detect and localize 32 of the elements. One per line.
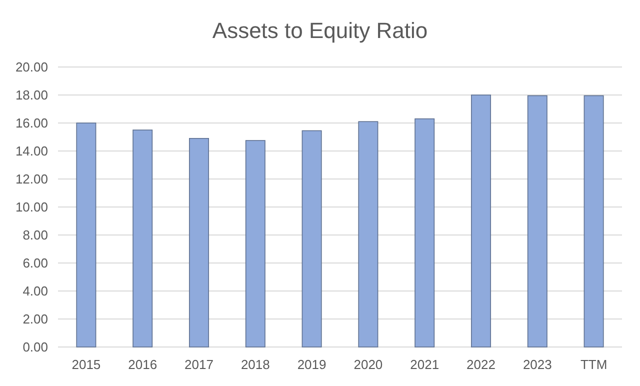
- x-tick-label: 2015: [72, 357, 101, 372]
- bar: [132, 130, 153, 348]
- x-tick-label: 2021: [410, 357, 440, 372]
- bar: [527, 95, 548, 348]
- x-tick-label: 2019: [297, 357, 326, 372]
- bar: [76, 122, 96, 348]
- y-tick-label: 2.00: [22, 312, 48, 327]
- y-tick-label: 10.00: [15, 200, 48, 215]
- y-tick-label: 12.00: [15, 172, 48, 187]
- x-tick-label: 2018: [240, 357, 270, 372]
- y-tick-label: 16.00: [15, 116, 48, 131]
- y-tick-label: 4.00: [22, 284, 48, 299]
- bar: [358, 121, 378, 348]
- y-tick-label: 6.00: [22, 256, 48, 271]
- x-tick-label: 2023: [522, 357, 552, 372]
- chart-title: Assets to Equity Ratio: [212, 18, 428, 43]
- y-tick-label: 14.00: [15, 144, 48, 159]
- y-tick-label: 0.00: [22, 340, 48, 355]
- x-tick-label: 2020: [354, 357, 383, 372]
- bar: [471, 94, 491, 348]
- x-tick-label: TTM: [580, 357, 608, 372]
- x-tick-label: 2016: [128, 357, 158, 372]
- y-tick-label: 18.00: [15, 88, 48, 103]
- bar: [414, 118, 435, 348]
- bar: [584, 95, 604, 348]
- x-tick-label: 2017: [184, 357, 214, 372]
- x-tick-label: 2022: [466, 357, 496, 372]
- bar: [245, 140, 266, 348]
- bar: [189, 138, 209, 348]
- y-tick-label: 20.00: [15, 60, 48, 75]
- y-tick-label: 8.00: [22, 228, 48, 243]
- bar: [302, 130, 322, 348]
